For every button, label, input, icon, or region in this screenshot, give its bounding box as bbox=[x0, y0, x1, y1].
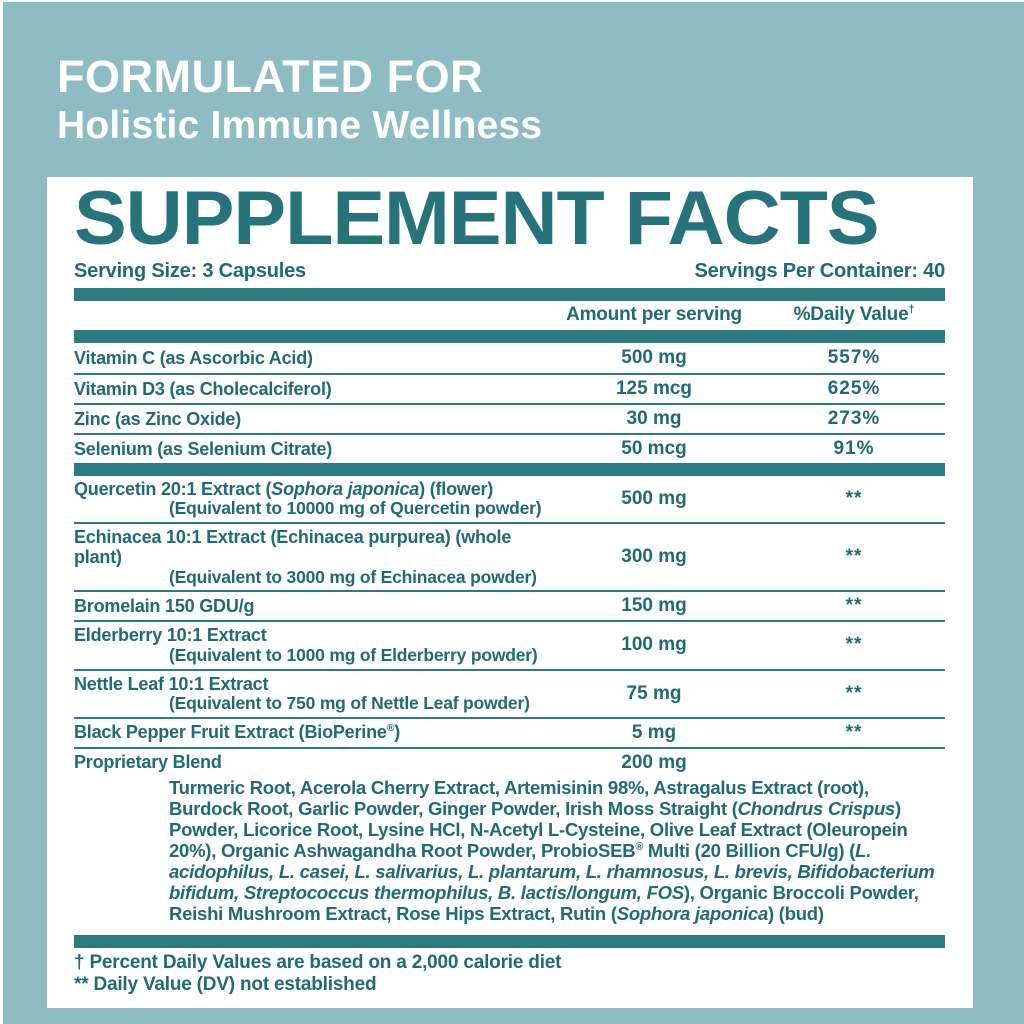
table-row: Black Pepper Fruit Extract (BioPerine®) 5… bbox=[74, 716, 945, 747]
latin-name-italic: Sophora japonica bbox=[271, 478, 420, 499]
table-row: Nettle Leaf 10:1 Extract (Equivalent to 7… bbox=[74, 668, 945, 717]
ingredient-daily-value: ** bbox=[845, 546, 863, 568]
text-segment: Multi (20 Billion CFU/g) ( bbox=[643, 839, 856, 861]
ingredient-name: Zinc (as Zinc Oxide) bbox=[74, 409, 545, 429]
ingredient-daily-value: ** bbox=[845, 721, 863, 743]
text-segment: Echinacea 10:1 Extract (Echinacea purpur… bbox=[74, 526, 512, 568]
text-segment: Nettle Leaf 10:1 Extract bbox=[74, 673, 269, 694]
text-segment: Quercetin 20:1 Extract ( bbox=[74, 478, 272, 499]
ingredient-name: Vitamin C (as Ascorbic Acid) bbox=[74, 348, 545, 368]
divider-bar-top bbox=[74, 287, 945, 301]
text-segment: ) (flower) bbox=[419, 478, 494, 499]
ingredient-name: Bromelain 150 GDU/g bbox=[74, 596, 545, 616]
serving-info-row: Serving Size: 3 Capsules Servings Per Co… bbox=[74, 260, 945, 283]
ingredient-daily-value: 557% bbox=[827, 346, 881, 368]
text-segment: Vitamin C (as Ascorbic Acid) bbox=[74, 347, 313, 368]
supplement-facts-title: SUPPLEMENT FACTS bbox=[74, 175, 880, 261]
headline-formulated-for: FORMULATED FOR bbox=[57, 51, 484, 102]
latin-name-italic: Sophora japonica bbox=[616, 903, 768, 925]
superscript-mark: † bbox=[908, 303, 915, 316]
ingredient-equivalent-note: (Equivalent to 750 mg of Nettle Leaf pow… bbox=[169, 692, 530, 713]
table-row: Bromelain 150 GDU/g 150 mg ** bbox=[74, 590, 945, 620]
superscript-mark: ® bbox=[635, 840, 643, 853]
table-row: Zinc (as Zinc Oxide) 30 mg 273% bbox=[74, 402, 945, 433]
ingredient-name: Elderberry 10:1 Extract (Equivalent to 10… bbox=[74, 625, 545, 665]
text-segment: Bromelain 150 GDU/g bbox=[74, 596, 255, 617]
ingredient-amount: 500 mg bbox=[621, 346, 687, 368]
divider-bar-mid bbox=[74, 462, 945, 476]
table-row: Echinacea 10:1 Extract (Echinacea purpur… bbox=[74, 521, 945, 590]
table-row: Vitamin C (as Ascorbic Acid) 500 mg 557% bbox=[74, 343, 945, 373]
ingredient-amount: 5 mg bbox=[631, 721, 677, 743]
vitamin-mineral-rows: Vitamin C (as Ascorbic Acid) 500 mg 557% Vi… bbox=[74, 343, 945, 463]
footnote-dv-not-established: ** Daily Value (DV) not established bbox=[74, 974, 377, 996]
table-row: Selenium (as Selenium Citrate) 50 mcg 91% bbox=[74, 432, 945, 463]
ingredient-amount: 75 mg bbox=[626, 682, 682, 704]
text-segment: Vitamin D3 (as Cholecalciferol) bbox=[74, 378, 332, 399]
ingredient-amount: 150 mg bbox=[621, 595, 687, 617]
text-segment: Elderberry 10:1 Extract bbox=[74, 625, 267, 646]
table-row: Quercetin 20:1 Extract (Sophora japonica… bbox=[74, 476, 945, 522]
text-segment: ) Powder, Licorice Root, Lysine HCl, N-A… bbox=[169, 797, 908, 861]
product-headline: FORMULATED FOR Holistic Immune Wellness bbox=[3, 2, 1024, 150]
text-segment: %Daily Value bbox=[793, 303, 909, 325]
ingredient-name: Black Pepper Fruit Extract (BioPerine®) bbox=[74, 722, 545, 742]
text-segment: Black Pepper Fruit Extract (BioPerine bbox=[74, 722, 387, 743]
text-segment: Turmeric Root, Acerola Cherry Extract, A… bbox=[169, 776, 869, 819]
ingredient-equivalent-note: (Equivalent to 1000 mg of Elderberry pow… bbox=[169, 644, 538, 665]
superscript-mark: ® bbox=[386, 723, 395, 735]
ingredient-amount: 125 mcg bbox=[615, 377, 693, 399]
divider-bar-header bbox=[74, 329, 945, 343]
supplement-facts-panel: SUPPLEMENT FACTS Serving Size: 3 Capsule… bbox=[47, 176, 973, 1009]
proprietary-blend-amount: 200 mg bbox=[621, 751, 687, 773]
table-row: Vitamin D3 (as Cholecalciferol) 125 mcg 62… bbox=[74, 372, 945, 403]
footnotes: † Percent Daily Values are based on a 2,… bbox=[74, 952, 945, 996]
ingredient-daily-value: 273% bbox=[827, 407, 881, 429]
ingredient-daily-value: 625% bbox=[827, 377, 881, 399]
ingredient-amount: 30 mg bbox=[626, 407, 682, 429]
column-header-amount: Amount per serving bbox=[545, 304, 763, 326]
text-segment: Zinc (as Zinc Oxide) bbox=[74, 408, 242, 429]
column-header-daily-value: %Daily Value† bbox=[763, 304, 945, 326]
text-segment: ) (bud) bbox=[768, 903, 824, 925]
botanical-rows: Quercetin 20:1 Extract (Sophora japonica… bbox=[74, 476, 945, 747]
ingredient-amount: 300 mg bbox=[621, 546, 687, 568]
headline-holistic-immune-wellness: Holistic Immune Wellness bbox=[57, 104, 543, 148]
ingredient-daily-value: 91% bbox=[833, 437, 875, 459]
ingredient-name: Vitamin D3 (as Cholecalciferol) bbox=[74, 379, 545, 399]
proprietary-blend-name: Proprietary Blend bbox=[74, 752, 222, 773]
text-segment: ) bbox=[394, 722, 400, 743]
ingredient-daily-value: ** bbox=[845, 634, 863, 656]
ingredient-amount: 100 mg bbox=[621, 634, 687, 656]
ingredient-daily-value: ** bbox=[845, 682, 863, 704]
ingredient-equivalent-note: (Equivalent to 3000 mg of Echinacea powd… bbox=[169, 566, 537, 587]
text-segment: Amount per serving bbox=[566, 303, 742, 325]
ingredient-amount: 500 mg bbox=[621, 487, 687, 509]
proprietary-blend-row: Proprietary Blend 200 mg bbox=[74, 746, 945, 777]
latin-name-italic: L. acidophilus, L. casei, L. salivarius,… bbox=[169, 839, 935, 903]
text-segment: Selenium (as Selenium Citrate) bbox=[74, 438, 333, 459]
proprietary-blend-ingredients: Turmeric Root, Acerola Cherry Extract, A… bbox=[74, 777, 945, 931]
divider-bar-bottom bbox=[74, 935, 945, 949]
ingredient-amount: 50 mcg bbox=[621, 437, 687, 459]
ingredient-daily-value: ** bbox=[845, 595, 863, 617]
table-header-row: Amount per serving %Daily Value† bbox=[74, 301, 945, 330]
servings-per-container-label: Servings Per Container: 40 bbox=[694, 259, 946, 282]
ingredient-daily-value: ** bbox=[845, 487, 863, 509]
serving-size-label: Serving Size: 3 Capsules bbox=[74, 259, 306, 282]
ingredient-name: Quercetin 20:1 Extract (Sophora japonica… bbox=[74, 479, 545, 519]
ingredient-name: Selenium (as Selenium Citrate) bbox=[74, 439, 545, 459]
ingredient-equivalent-note: (Equivalent to 10000 mg of Quercetin pow… bbox=[169, 498, 542, 519]
footnote-daily-value: † Percent Daily Values are based on a 2,… bbox=[74, 952, 562, 974]
table-row: Elderberry 10:1 Extract (Equivalent to 10… bbox=[74, 620, 945, 668]
ingredient-name: Nettle Leaf 10:1 Extract (Equivalent to 7… bbox=[74, 674, 545, 714]
ingredient-name: Echinacea 10:1 Extract (Echinacea purpur… bbox=[74, 527, 545, 587]
latin-name-italic: Chondrus Crispus bbox=[737, 797, 896, 819]
text-segment: ), Organic Broccoli Powder, Reishi Mushr… bbox=[169, 881, 919, 925]
